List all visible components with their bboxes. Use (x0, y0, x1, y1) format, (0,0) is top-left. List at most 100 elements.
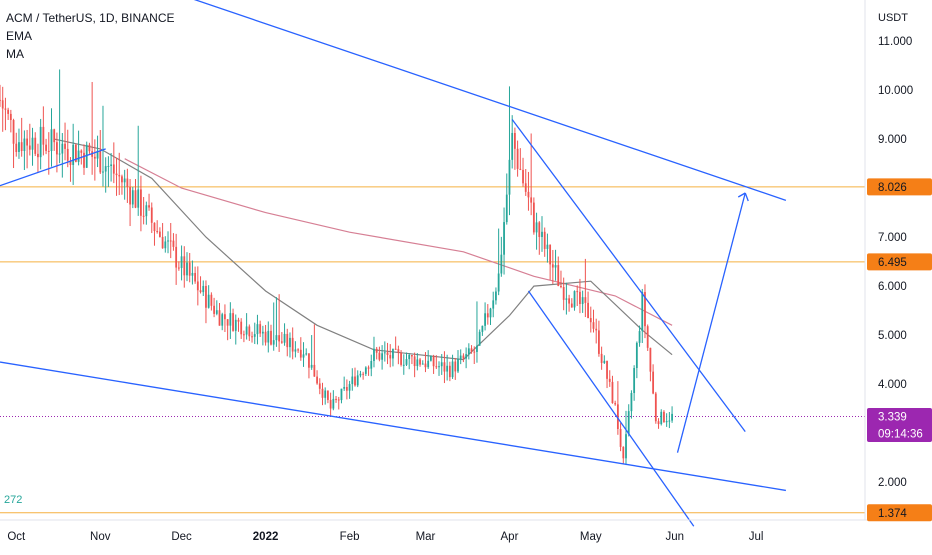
candle-body[interactable] (194, 272, 197, 282)
trendline[interactable] (511, 119, 746, 433)
candle-body[interactable] (378, 352, 381, 360)
candle-body[interactable] (299, 349, 302, 358)
candle-body[interactable] (112, 164, 115, 174)
candle-body[interactable] (497, 273, 500, 292)
candle-body[interactable] (96, 150, 99, 159)
candle-body[interactable] (243, 334, 245, 336)
candle-body[interactable] (308, 353, 310, 368)
candle-body[interactable] (202, 285, 205, 293)
candle-body[interactable] (538, 222, 541, 238)
candle-body[interactable] (64, 143, 66, 149)
candle-body[interactable] (215, 310, 218, 314)
candle-body[interactable] (180, 256, 183, 268)
candle-body[interactable] (107, 165, 110, 167)
candle-body[interactable] (280, 341, 283, 343)
candle-body[interactable] (473, 351, 476, 353)
candle-body[interactable] (652, 371, 655, 394)
candle-body[interactable] (535, 222, 538, 233)
candle-body[interactable] (579, 291, 581, 305)
candle-body[interactable] (598, 330, 600, 354)
candle-body[interactable] (424, 363, 427, 368)
candle-body[interactable] (264, 331, 267, 343)
candle-body[interactable] (66, 148, 69, 161)
trendline[interactable] (0, 361, 787, 492)
candle-body[interactable] (587, 302, 589, 319)
candle-body[interactable] (169, 240, 172, 242)
candle-body[interactable] (329, 399, 332, 409)
candle-body[interactable] (191, 272, 194, 276)
candle-body[interactable] (196, 281, 199, 291)
candle-body[interactable] (226, 319, 229, 326)
candle-body[interactable] (121, 176, 123, 183)
candle-body[interactable] (470, 348, 473, 352)
candle-body[interactable] (102, 171, 104, 173)
candle-body[interactable] (253, 334, 256, 337)
candle-body[interactable] (61, 143, 64, 154)
candle-body[interactable] (500, 254, 503, 274)
last-price-badge[interactable] (867, 407, 932, 442)
candle-body[interactable] (188, 262, 191, 276)
candle-body[interactable] (237, 319, 240, 322)
candle-body[interactable] (118, 175, 121, 177)
candle-body[interactable] (573, 291, 576, 308)
candle-body[interactable] (93, 156, 96, 159)
candle-body[interactable] (413, 356, 416, 367)
candle-body[interactable] (446, 365, 449, 372)
candle-body[interactable] (39, 126, 42, 158)
candle-body[interactable] (297, 349, 299, 351)
candle-body[interactable] (448, 365, 451, 378)
candle-body[interactable] (657, 421, 660, 425)
candle-body[interactable] (524, 183, 527, 192)
candle-body[interactable] (199, 290, 202, 293)
symbol-title[interactable]: ACM / TetherUS, 1D, BINANCE (6, 11, 175, 25)
candle-body[interactable] (530, 197, 533, 203)
candle-body[interactable] (348, 384, 351, 391)
candle-body[interactable] (85, 144, 88, 168)
candle-body[interactable] (248, 326, 251, 337)
candle-body[interactable] (15, 143, 18, 152)
candle-body[interactable] (167, 240, 169, 242)
candle-body[interactable] (443, 362, 446, 372)
candle-body[interactable] (172, 240, 175, 247)
candle-body[interactable] (351, 376, 354, 385)
candle-body[interactable] (381, 353, 384, 360)
ema-indicator-label[interactable]: EMA (6, 29, 32, 43)
candle-body[interactable] (638, 331, 641, 343)
candle-body[interactable] (589, 318, 592, 323)
candle-body[interactable] (7, 109, 10, 114)
candle-body[interactable] (405, 359, 408, 365)
candle-body[interactable] (259, 324, 262, 334)
candle-body[interactable] (489, 308, 492, 318)
candle-body[interactable] (104, 166, 107, 172)
candle-body[interactable] (12, 120, 15, 144)
candle-body[interactable] (26, 138, 28, 146)
trendline[interactable] (527, 290, 695, 527)
candle-body[interactable] (318, 383, 321, 389)
candle-body[interactable] (505, 194, 508, 223)
candle-body[interactable] (234, 319, 237, 331)
candle-body[interactable] (345, 386, 348, 391)
candle-body[interactable] (53, 129, 56, 143)
candle-body[interactable] (186, 262, 188, 276)
candle-body[interactable] (229, 313, 232, 326)
candle-body[interactable] (654, 393, 657, 422)
candle-body[interactable] (581, 297, 584, 305)
candle-body[interactable] (327, 390, 329, 400)
candle-body[interactable] (595, 328, 598, 331)
candle-body[interactable] (411, 354, 413, 357)
candle-body[interactable] (554, 265, 557, 268)
candle-body[interactable] (516, 148, 519, 169)
level-price-badge[interactable] (867, 178, 932, 196)
candle-body[interactable] (367, 367, 370, 369)
candle-body[interactable] (641, 292, 644, 332)
candle-body[interactable] (4, 108, 7, 110)
candle-body[interactable] (481, 325, 484, 332)
candle-body[interactable] (131, 190, 134, 205)
candle-body[interactable] (600, 353, 603, 363)
candle-body[interactable] (649, 347, 652, 372)
candle-body[interactable] (557, 265, 560, 286)
candle-body[interactable] (541, 231, 543, 238)
candle-body[interactable] (362, 373, 365, 375)
candle-body[interactable] (663, 411, 665, 423)
candle-body[interactable] (633, 368, 636, 394)
